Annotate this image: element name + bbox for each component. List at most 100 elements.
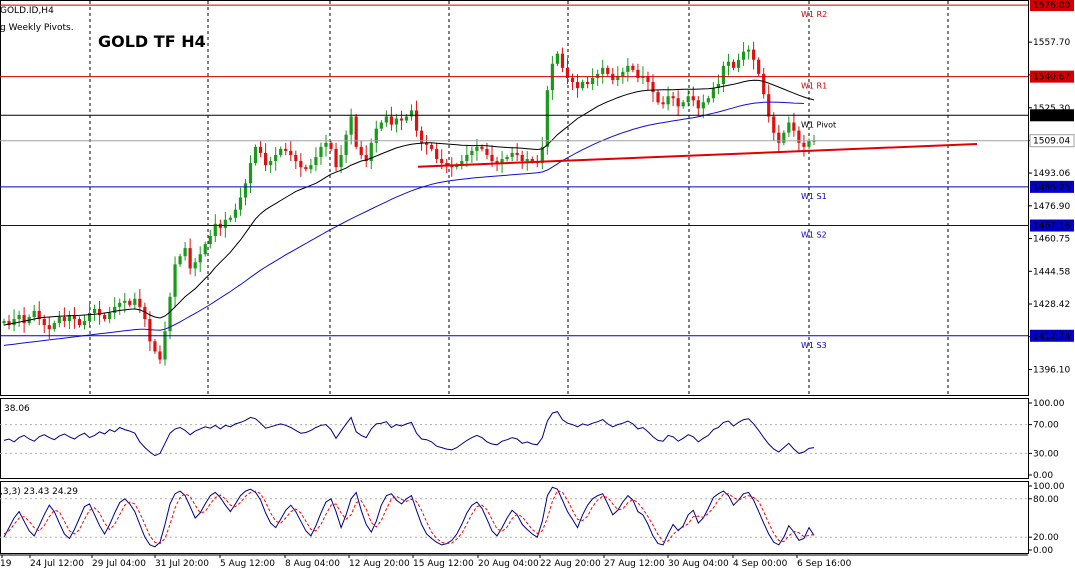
candle-body [580,82,585,89]
candle-body [203,244,207,255]
candle-body [570,77,575,83]
time-tick-label: 5 Aug 12:00 [220,559,275,569]
price-tick-label: 1460.75 [1033,235,1070,245]
time-tick-label: 19 [0,559,12,569]
candle-body [42,319,46,326]
candle-body [706,98,710,103]
candle-body [757,59,761,74]
candle-body [741,51,746,60]
oscillator-tick-label: 100.00 [1033,482,1065,492]
candle-body [103,314,107,320]
rsi-pane[interactable]: 100.00 70.00 30.00 0.00 [0,398,1065,482]
symbol-label: GOLD.ID,H4 [0,6,54,16]
price-tag-label: 1540.67 [1033,73,1070,83]
candle-body [686,96,690,103]
price-tag [1030,180,1074,193]
candle-body [158,351,162,360]
candle-body [269,161,273,166]
candle-body [460,161,464,166]
candle-body [435,148,439,160]
candle-body [762,73,766,95]
candle-body [163,331,167,360]
candle-body [309,165,313,170]
stochastic-main-line [3,486,815,548]
candle-body [656,92,660,103]
oscillator-tick-label: 30.00 [1033,449,1059,459]
candle-body [233,209,238,218]
time-tick-label: 29 Jul 04:00 [92,559,146,569]
candle-body [596,73,600,78]
candle-body [389,116,393,125]
oscillator-tick-label: 80.00 [1033,495,1059,505]
candle-body [565,67,570,78]
candle-body [621,71,625,76]
candle-body [555,53,560,64]
candle-body [731,61,736,68]
candle-body [379,122,383,129]
candle-body [123,300,127,303]
candle-body [67,314,72,322]
candle-body [545,90,549,147]
time-tick-label: 15 Aug 12:00 [413,559,474,569]
price-pane[interactable]: 1557.701541.551525.301509.201493.061476.… [0,0,1075,553]
candle-body [701,102,705,109]
candle-body [505,156,509,160]
trendline[interactable] [417,143,978,168]
price-tick-label: 1493.06 [1033,169,1070,179]
fast-moving-average-line [3,79,815,326]
candle-body [32,310,36,318]
price-tick-label: 1396.10 [1033,365,1070,375]
pane-frame [0,0,1029,396]
candles [2,41,816,366]
candle-body [118,302,122,307]
pivot-level-name: W1 S1 [801,192,827,201]
candle-body [284,148,288,151]
candle-body [344,134,348,155]
candle-body [299,161,303,168]
candle-body [138,298,142,307]
oscillator-tick-label: 0.00 [1033,546,1053,556]
candle-body [651,82,655,93]
candle-body [188,248,192,269]
price-tick-label: 1557.70 [1033,38,1070,48]
time-tick-label: 31 Jul 20:00 [155,559,209,569]
candle-body [626,65,630,72]
candle-body [419,130,424,143]
oscillator-tick-label: 20.00 [1033,533,1059,543]
time-axis: 19 24 Jul 12:00 29 Jul 04:00 31 Jul 20:00 5 … [0,554,1028,569]
candle-body [193,262,197,269]
candle-body [178,256,182,265]
candle-body [515,152,519,155]
pivot-level-name: W1 S3 [801,341,827,350]
candle-body [364,154,368,162]
candle-body [752,49,756,60]
price-tick-label: 1444.58 [1033,267,1070,277]
candle-body [399,118,404,121]
candle-body [148,319,152,342]
pivot-level-name: W1 R2 [801,10,827,19]
candle-body [586,82,590,85]
candle-body [425,142,429,145]
candle-body [520,154,524,162]
candle-body [530,159,534,162]
candle-body [475,146,479,151]
price-tag [1030,219,1074,232]
candle-body [661,102,665,105]
rsi-line [3,411,815,457]
candle-body [671,96,675,99]
candle-body [631,65,635,70]
candle-body [183,248,187,257]
candle-body [560,53,565,68]
stochastic-pane[interactable]: 100.00 80.00 20.00 0.00 [0,481,1065,557]
candle-body [274,154,278,162]
time-tick-label: 30 Aug 04:00 [668,559,729,569]
time-tick-label: 24 Jul 12:00 [30,559,84,569]
candle-body [289,150,293,155]
candle-body [601,67,605,74]
candle-body [470,150,474,155]
candle-body [349,116,353,135]
candle-body [22,314,26,324]
candle-body [228,217,232,220]
